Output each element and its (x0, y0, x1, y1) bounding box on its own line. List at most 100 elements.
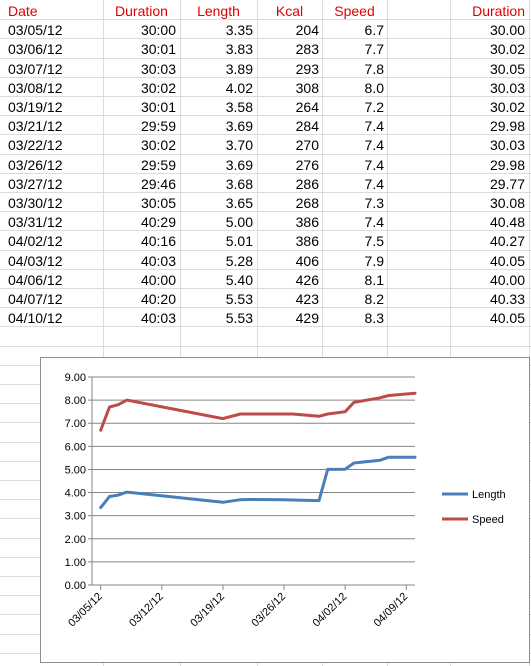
table-cell[interactable]: 29:46 (140, 176, 176, 192)
header-length[interactable]: Length (197, 3, 240, 19)
header-speed[interactable]: Speed (334, 3, 375, 19)
table-cell[interactable]: 283 (295, 41, 319, 57)
table-cell[interactable]: 40:00 (140, 272, 176, 288)
table-cell[interactable]: 03/19/12 (8, 99, 63, 115)
table-cell[interactable]: 30.00 (489, 22, 525, 38)
table-cell[interactable]: 03/31/12 (8, 214, 63, 230)
table-cell[interactable]: 30.02 (489, 99, 525, 115)
table-cell[interactable]: 204 (295, 22, 319, 38)
table-cell[interactable]: 406 (295, 253, 319, 269)
header-kcal[interactable]: Kcal (275, 3, 304, 19)
table-cell[interactable]: 40.05 (489, 253, 525, 269)
table-cell[interactable]: 30.08 (489, 195, 525, 211)
table-cell[interactable]: 03/26/12 (8, 157, 63, 173)
table-cell[interactable]: 30.02 (489, 41, 525, 57)
table-cell[interactable]: 03/05/12 (8, 22, 63, 38)
line-chart[interactable]: 0.00 1.00 2.00 3.00 4.00 5.00 6.00 7.00 8.00 9.00… (40, 357, 530, 663)
table-cell[interactable]: 40:16 (140, 233, 176, 249)
table-cell[interactable]: 29:59 (140, 157, 176, 173)
table-cell[interactable]: 03/07/12 (8, 61, 63, 77)
table-cell[interactable]: 40.05 (489, 310, 525, 326)
table-cell[interactable]: 04/06/12 (8, 272, 63, 288)
table-cell[interactable]: 30:03 (140, 61, 176, 77)
table-cell[interactable]: 40.33 (489, 291, 525, 307)
table-cell[interactable]: 264 (295, 99, 319, 115)
header-duration[interactable]: Duration (472, 3, 525, 19)
table-cell[interactable]: 40:29 (140, 214, 176, 230)
table-cell[interactable]: 8.3 (364, 310, 384, 326)
table-cell[interactable]: 7.4 (364, 137, 384, 153)
table-cell[interactable]: 7.4 (364, 157, 384, 173)
table-cell[interactable]: 5.00 (225, 214, 253, 230)
table-cell[interactable]: 426 (295, 272, 319, 288)
table-cell[interactable]: 40.00 (489, 272, 525, 288)
table-cell[interactable]: 3.68 (225, 176, 253, 192)
table-cell[interactable]: 30.03 (489, 80, 525, 96)
table-cell[interactable]: 7.3 (364, 195, 384, 211)
header-duration[interactable]: Duration (115, 3, 168, 19)
table-cell[interactable]: 5.40 (225, 272, 253, 288)
table-cell[interactable]: 3.89 (225, 61, 253, 77)
table-cell[interactable]: 40:03 (140, 253, 176, 269)
table-cell[interactable]: 308 (295, 80, 319, 96)
table-cell[interactable]: 7.5 (364, 233, 384, 249)
table-cell[interactable]: 5.53 (225, 310, 253, 326)
table-cell[interactable]: 03/21/12 (8, 118, 63, 134)
table-cell[interactable]: 03/06/12 (8, 41, 63, 57)
table-cell[interactable]: 268 (295, 195, 319, 211)
table-cell[interactable]: 03/08/12 (8, 80, 63, 96)
table-cell[interactable]: 386 (295, 214, 319, 230)
table-cell[interactable]: 30.03 (489, 137, 525, 153)
table-cell[interactable]: 40:03 (140, 310, 176, 326)
table-cell[interactable]: 29.77 (489, 176, 525, 192)
table-cell[interactable]: 7.4 (364, 214, 384, 230)
table-cell[interactable]: 7.7 (364, 41, 384, 57)
table-cell[interactable]: 7.4 (364, 176, 384, 192)
table-cell[interactable]: 386 (295, 233, 319, 249)
table-cell[interactable]: 40.27 (489, 233, 525, 249)
table-cell[interactable]: 8.2 (364, 291, 384, 307)
table-cell[interactable]: 40:20 (140, 291, 176, 307)
table-cell[interactable]: 30.05 (489, 61, 525, 77)
table-cell[interactable]: 40.48 (489, 214, 525, 230)
header-date[interactable]: Date (8, 3, 38, 19)
table-cell[interactable]: 7.2 (364, 99, 384, 115)
table-cell[interactable]: 6.7 (364, 22, 384, 38)
table-cell[interactable]: 276 (295, 157, 319, 173)
table-cell[interactable]: 7.4 (364, 118, 384, 134)
table-cell[interactable]: 4.02 (225, 80, 253, 96)
table-cell[interactable]: 29:59 (140, 118, 176, 134)
table-cell[interactable]: 293 (295, 61, 319, 77)
table-cell[interactable]: 5.28 (225, 253, 253, 269)
table-cell[interactable]: 8.0 (364, 80, 384, 96)
table-cell[interactable]: 30:05 (140, 195, 176, 211)
table-cell[interactable]: 03/22/12 (8, 137, 63, 153)
table-cell[interactable]: 8.1 (364, 272, 384, 288)
table-cell[interactable]: 270 (295, 137, 319, 153)
table-cell[interactable]: 03/30/12 (8, 195, 63, 211)
table-cell[interactable]: 5.01 (225, 233, 253, 249)
table-cell[interactable]: 429 (295, 310, 319, 326)
table-cell[interactable]: 04/07/12 (8, 291, 63, 307)
table-cell[interactable]: 04/02/12 (8, 233, 63, 249)
table-cell[interactable]: 30:02 (140, 137, 176, 153)
table-cell[interactable]: 3.35 (225, 22, 253, 38)
table-cell[interactable]: 5.53 (225, 291, 253, 307)
table-cell[interactable]: 30:01 (140, 41, 176, 57)
table-cell[interactable]: 423 (295, 291, 319, 307)
table-cell[interactable]: 7.8 (364, 61, 384, 77)
table-cell[interactable]: 30:01 (140, 99, 176, 115)
table-cell[interactable]: 29.98 (489, 118, 525, 134)
table-cell[interactable]: 3.58 (225, 99, 253, 115)
table-cell[interactable]: 3.69 (225, 157, 253, 173)
table-cell[interactable]: 29.98 (489, 157, 525, 173)
table-cell[interactable]: 30:02 (140, 80, 176, 96)
table-cell[interactable]: 3.69 (225, 118, 253, 134)
table-cell[interactable]: 3.65 (225, 195, 253, 211)
table-cell[interactable]: 3.83 (225, 41, 253, 57)
table-cell[interactable]: 04/03/12 (8, 253, 63, 269)
table-cell[interactable]: 7.9 (364, 253, 384, 269)
table-cell[interactable]: 03/27/12 (8, 176, 63, 192)
table-cell[interactable]: 3.70 (225, 137, 253, 153)
table-cell[interactable]: 04/10/12 (8, 310, 63, 326)
